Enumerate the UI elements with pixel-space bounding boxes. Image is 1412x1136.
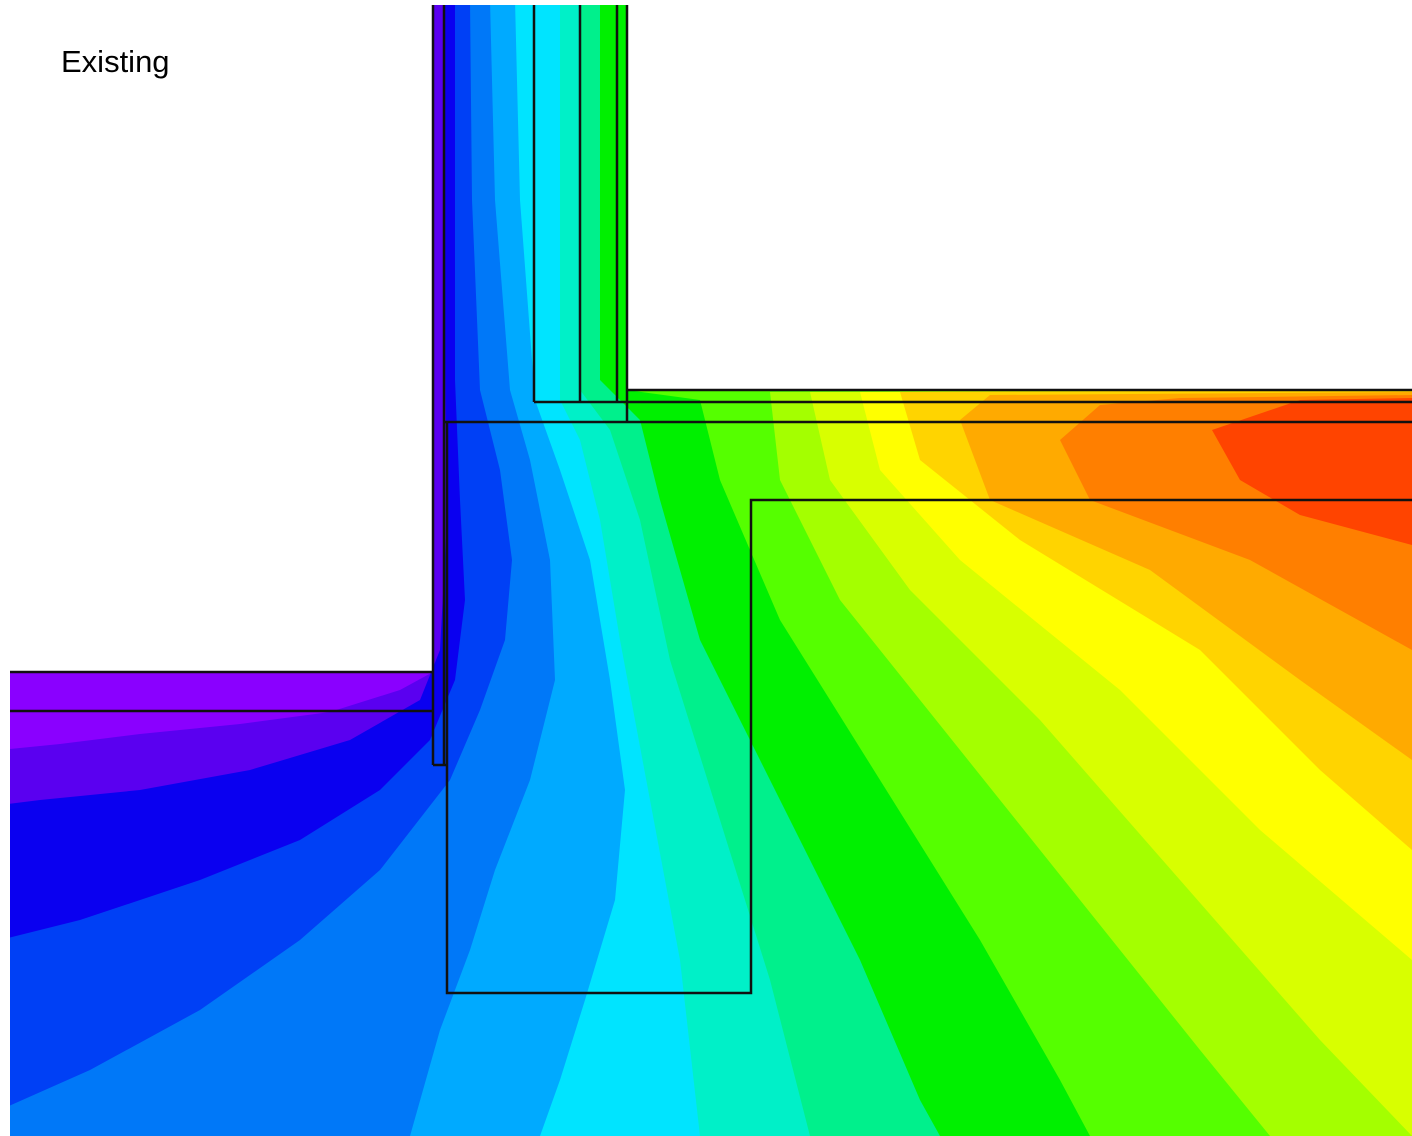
construction-outlines (10, 5, 1412, 995)
footing-outline (445, 422, 1412, 995)
scenario-label: Existing (61, 44, 170, 79)
